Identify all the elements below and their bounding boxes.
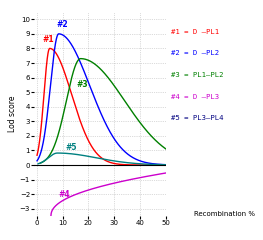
Text: #4 = D –PL3: #4 = D –PL3	[171, 94, 219, 100]
Text: #3 = PL1–PL2: #3 = PL1–PL2	[171, 72, 224, 78]
Text: #2: #2	[56, 20, 68, 30]
Text: #2 = D –PL2: #2 = D –PL2	[171, 50, 219, 56]
Text: #5: #5	[65, 143, 77, 152]
Y-axis label: Lod score: Lod score	[8, 96, 17, 132]
Text: #5 = PL3–PL4: #5 = PL3–PL4	[171, 115, 224, 121]
Text: #3: #3	[77, 80, 88, 89]
Text: Recombination %: Recombination %	[194, 211, 255, 217]
Text: #1 = D –PL1: #1 = D –PL1	[171, 29, 219, 35]
Text: #4: #4	[59, 190, 70, 198]
Text: #1: #1	[42, 35, 54, 44]
